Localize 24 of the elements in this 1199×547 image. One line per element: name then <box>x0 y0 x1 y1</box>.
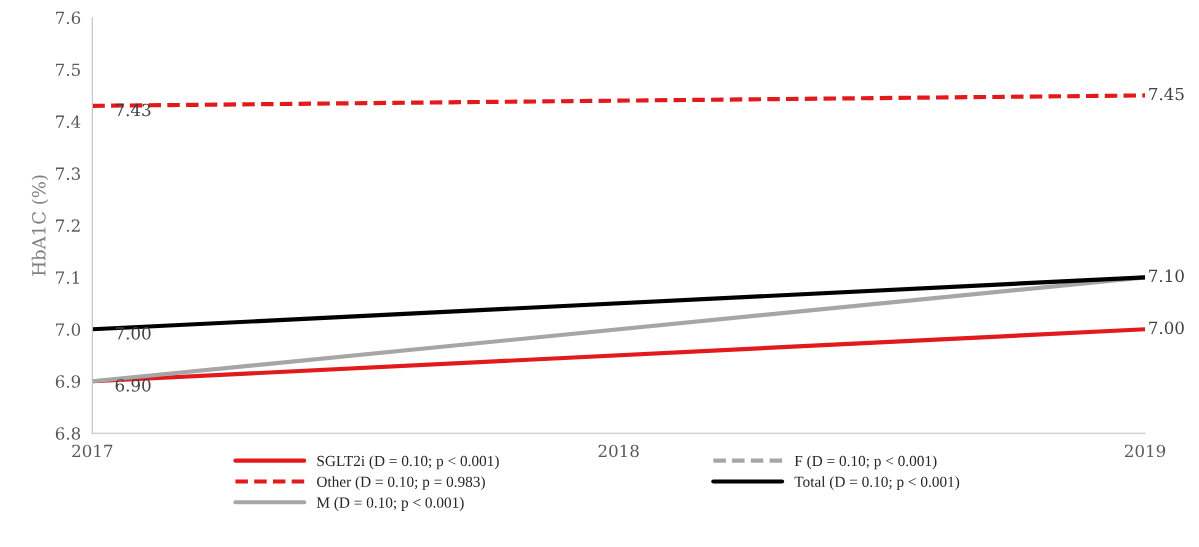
x-tick-label: 2018 <box>598 444 639 458</box>
legend-label: SGLT2i (D = 0.10; p < 0.001) <box>317 455 499 470</box>
y-tick-label: 7.0 <box>56 323 81 336</box>
y-tick-label: 7.3 <box>56 167 80 180</box>
data-label: 7.00 <box>1149 321 1184 335</box>
legend-label: Total (D = 0.10; p < 0.001) <box>794 476 960 491</box>
data-label: 7.10 <box>1149 269 1184 283</box>
y-tick-label: 6.9 <box>55 375 81 388</box>
data-label: 7.45 <box>1149 87 1184 101</box>
x-tick-label: 2019 <box>1124 444 1166 458</box>
y-tick-label: 7.5 <box>56 63 80 77</box>
legend-label: M (D = 0.10; p < 0.001) <box>316 497 464 511</box>
y-tick-label: 7.4 <box>56 115 81 128</box>
y-tick-label: 7.6 <box>56 11 81 25</box>
legend-label: F (D = 0.10; p < 0.001) <box>794 455 937 470</box>
y-tick-label: 6.8 <box>55 427 81 440</box>
data-label: 7.43 <box>115 103 151 117</box>
x-tick-label: 2017 <box>72 444 113 458</box>
legend-label: Other (D = 0.10; p = 0.983) <box>317 476 485 491</box>
y-axis-title: HbA1C (%) <box>31 175 49 276</box>
y-tick-label: 7.2 <box>56 219 80 232</box>
data-label: 7.00 <box>115 327 151 340</box>
y-tick-label: 7.1 <box>56 271 79 284</box>
data-label: 6.90 <box>115 379 151 392</box>
